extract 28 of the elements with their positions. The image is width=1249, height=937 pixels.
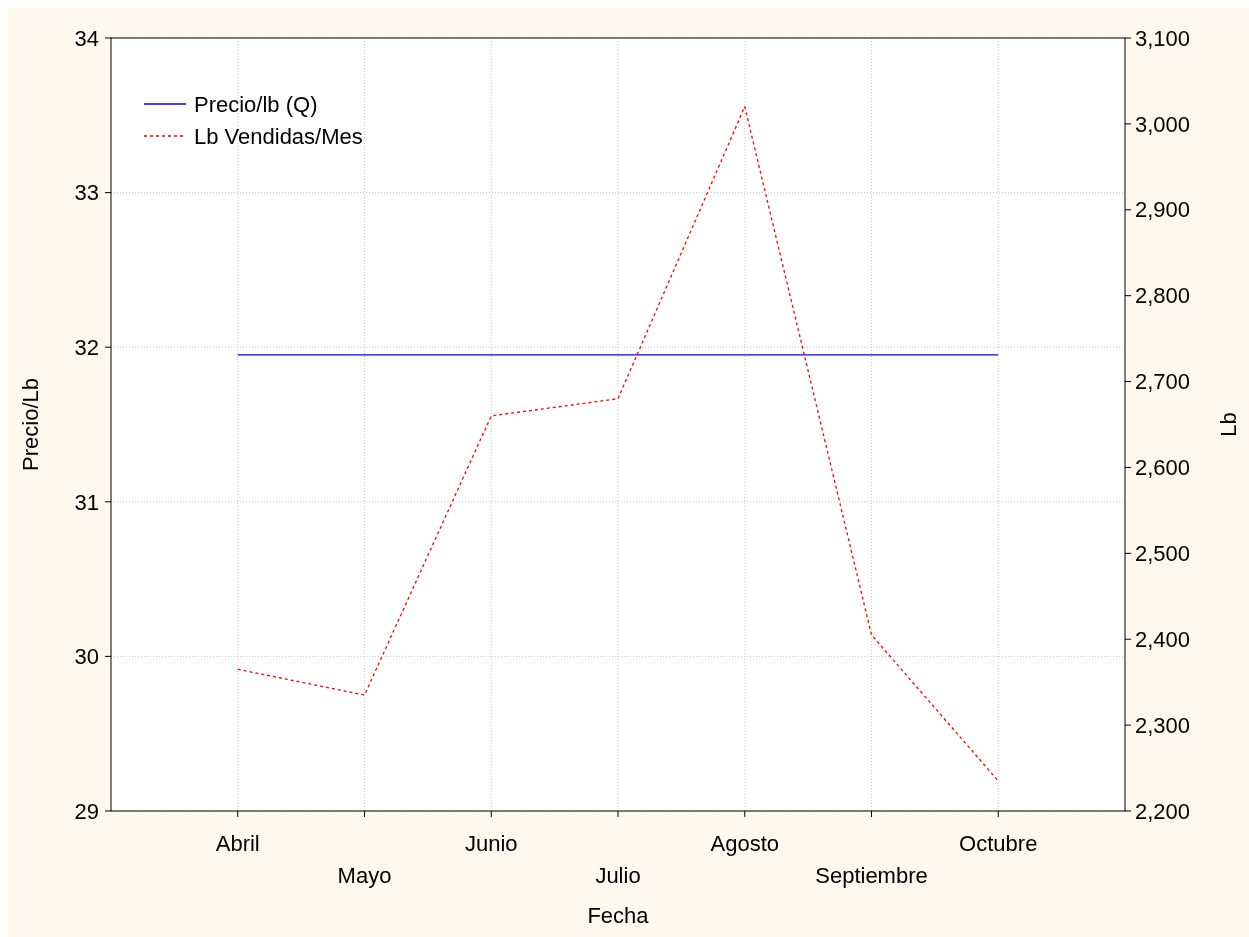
y2-axis-title: Lb (1216, 412, 1241, 437)
y2-tick-label: 2,400 (1135, 626, 1191, 652)
x-tick-label: Octubre (959, 831, 1038, 856)
y2-tick-label: 2,600 (1135, 455, 1191, 481)
legend-label: Lb Vendidas/Mes (194, 123, 363, 149)
x-tick-label: Mayo (337, 863, 392, 888)
x-tick-label: Agosto (710, 831, 779, 856)
y-axis-title: Precio/Lb (18, 378, 43, 471)
y-tick-label: 31 (74, 489, 99, 515)
y2-tick-label: 2,900 (1135, 197, 1191, 223)
y2-tick-label: 2,500 (1135, 541, 1191, 567)
y2-tick-label: 3,100 (1135, 25, 1191, 51)
y2-tick-label: 3,000 (1135, 111, 1191, 137)
x-tick-label: Junio (464, 831, 518, 856)
y2-tick-label: 2,200 (1135, 798, 1191, 824)
y-tick-label: 29 (74, 798, 99, 824)
x-tick-label: Julio (595, 863, 641, 888)
x-axis-title: Fecha (587, 903, 650, 928)
x-tick-label: Septiembre (815, 863, 928, 888)
y-tick-label: 33 (74, 180, 99, 206)
y2-tick-label: 2,300 (1135, 712, 1191, 738)
y-tick-label: 30 (74, 644, 99, 670)
y-tick-label: 32 (74, 334, 99, 360)
y2-tick-label: 2,800 (1135, 283, 1191, 309)
y2-tick-label: 2,700 (1135, 369, 1191, 395)
y-tick-label: 34 (74, 25, 99, 51)
x-tick-label: Abril (215, 831, 260, 856)
legend-label: Precio/lb (Q) (194, 91, 318, 117)
